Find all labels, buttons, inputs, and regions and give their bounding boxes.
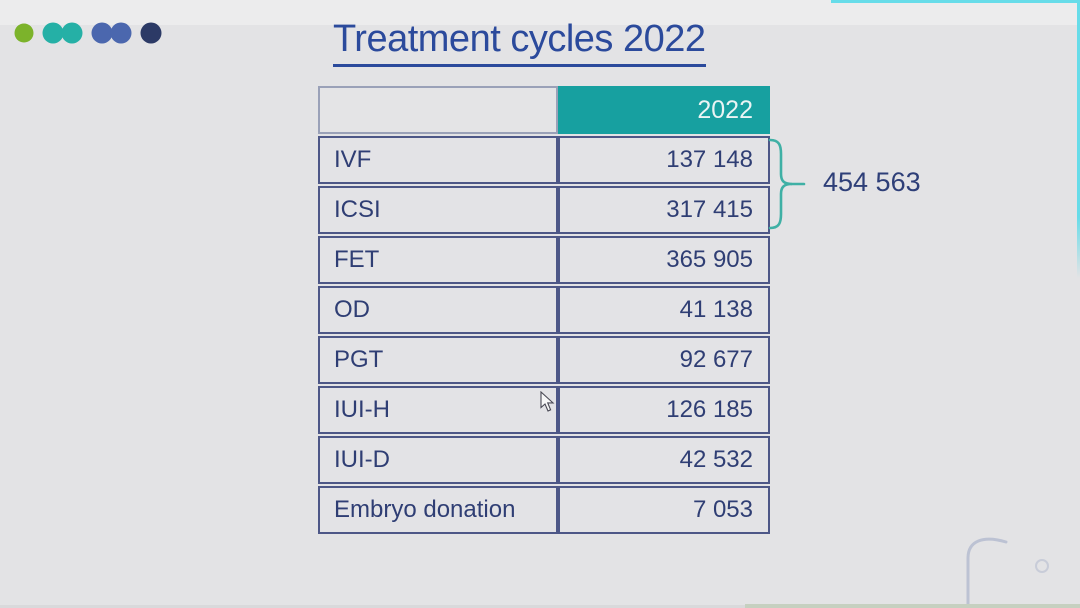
bracket-total-value: 454 563	[823, 167, 921, 197]
logo-dot-green	[14, 23, 34, 43]
table-row: FET 365 905	[318, 236, 770, 284]
treatment-cycles-table: 2022 IVF 137 148 ICSI 317 415 FET 365 90…	[318, 84, 770, 536]
row-label: OD	[318, 286, 558, 334]
row-value: 41 138	[558, 286, 770, 334]
row-value: 126 185	[558, 386, 770, 434]
logo-dot-teal-2	[61, 22, 83, 44]
table-row: IUI-D 42 532	[318, 436, 770, 484]
row-value: 137 148	[558, 136, 770, 184]
table-row: IVF 137 148	[318, 136, 770, 184]
clinic-logo-icon	[14, 22, 162, 44]
row-label: IUI-H	[318, 386, 558, 434]
screenshare-border-right	[1077, 0, 1080, 278]
logo-dot-blue-2	[110, 22, 132, 44]
row-value: 7 053	[558, 486, 770, 534]
bottom-edge-strip-green	[745, 604, 1080, 608]
logo-dot-teal-1	[42, 22, 64, 44]
row-value: 317 415	[558, 186, 770, 234]
row-value: 92 677	[558, 336, 770, 384]
row-value: 42 532	[558, 436, 770, 484]
slide-title: Treatment cycles 2022	[333, 18, 706, 67]
table-row: OD 41 138	[318, 286, 770, 334]
logo-dot-blue-1	[91, 22, 113, 44]
header-empty-cell	[318, 86, 558, 134]
table-row: PGT 92 677	[318, 336, 770, 384]
table-row: ICSI 317 415	[318, 186, 770, 234]
mouse-cursor-icon	[540, 391, 555, 412]
table-row: Embryo donation 7 053	[318, 486, 770, 534]
table-row: IUI-H 126 185	[318, 386, 770, 434]
logo-dot-navy	[140, 22, 162, 44]
screenshare-border-top	[831, 0, 1080, 3]
row-label: FET	[318, 236, 558, 284]
row-label: PGT	[318, 336, 558, 384]
bottom-edge-strip	[0, 605, 1080, 608]
row-label: Embryo donation	[318, 486, 558, 534]
row-label: IUI-D	[318, 436, 558, 484]
faint-watermark-curve	[966, 537, 1049, 606]
table-header-row: 2022	[318, 86, 770, 134]
row-label: ICSI	[318, 186, 558, 234]
curly-brace-icon	[768, 138, 806, 230]
top-highlight-band	[0, 0, 1080, 25]
row-value: 365 905	[558, 236, 770, 284]
row-label: IVF	[318, 136, 558, 184]
header-year-cell: 2022	[558, 86, 770, 134]
